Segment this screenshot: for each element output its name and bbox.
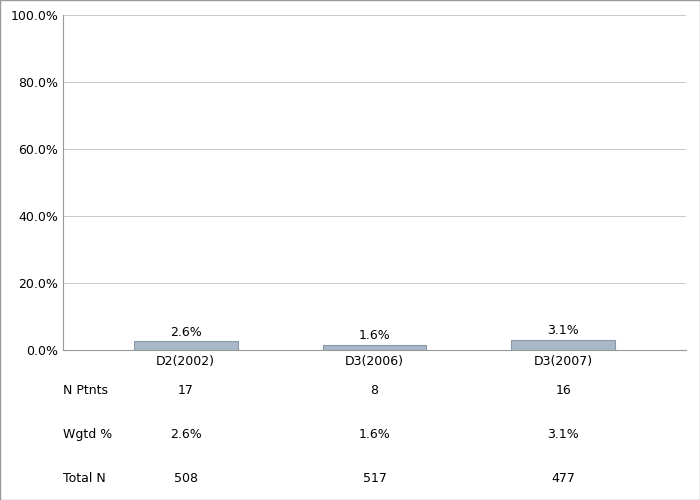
Text: 1.6%: 1.6%	[358, 428, 391, 440]
Text: N Ptnts: N Ptnts	[63, 384, 108, 398]
Text: Total N: Total N	[63, 472, 106, 486]
Text: Wgtd %: Wgtd %	[63, 428, 112, 440]
Text: 17: 17	[178, 384, 194, 398]
Bar	[512, 340, 615, 350]
Text: 3.1%: 3.1%	[547, 324, 579, 337]
Text: 2.6%: 2.6%	[170, 428, 202, 440]
Text: 477: 477	[552, 472, 575, 486]
Text: 508: 508	[174, 472, 197, 486]
Text: 1.6%: 1.6%	[358, 329, 391, 342]
Text: 16: 16	[555, 384, 571, 398]
Bar	[134, 342, 237, 350]
Text: 3.1%: 3.1%	[547, 428, 579, 440]
Bar	[323, 344, 426, 350]
Text: 2.6%: 2.6%	[170, 326, 202, 338]
Text: 517: 517	[363, 472, 386, 486]
Text: 8: 8	[370, 384, 379, 398]
